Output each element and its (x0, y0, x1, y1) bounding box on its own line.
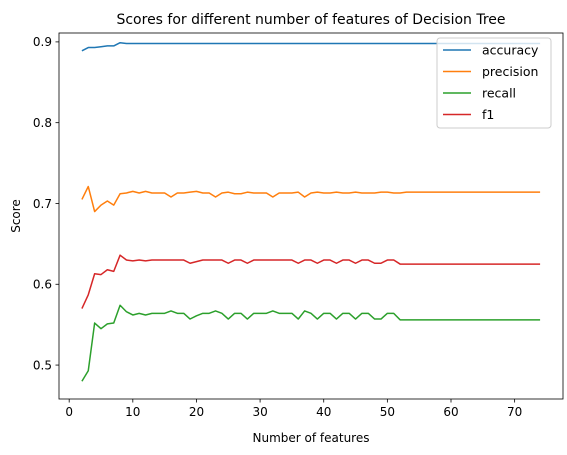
chart-title: Scores for different number of features … (116, 12, 505, 28)
x-tick-label: 20 (189, 405, 204, 419)
series-lines (81, 41, 541, 382)
y-axis: 0.5 0.6 0.7 0.8 0.9 (33, 35, 59, 372)
legend-box (436, 37, 552, 129)
y-axis-title: Score (9, 199, 23, 233)
x-tick-label: 30 (252, 405, 267, 419)
x-tick-label: 10 (125, 405, 140, 419)
x-axis-title: Number of features (253, 431, 370, 445)
series-line-f1 (81, 254, 541, 309)
y-tick-label: 0.5 (33, 358, 52, 372)
x-tick-label: 50 (380, 405, 395, 419)
legend-label-recall: recall (482, 86, 516, 101)
legend: accuracy precision recall f1 (436, 37, 552, 129)
y-tick-label: 0.7 (33, 197, 52, 211)
x-tick-label: 40 (316, 405, 331, 419)
legend-label-accuracy: accuracy (482, 43, 539, 58)
x-tick-label: 60 (443, 405, 458, 419)
y-tick-label: 0.8 (33, 116, 52, 130)
series-line-precision (81, 185, 541, 213)
x-axis: 0 10 20 30 40 50 60 70 (65, 399, 522, 419)
y-tick-label: 0.9 (33, 35, 52, 49)
series-line-recall (81, 304, 541, 382)
x-tick-label: 70 (507, 405, 522, 419)
y-tick-label: 0.6 (33, 278, 52, 292)
legend-label-precision: precision (482, 64, 538, 79)
legend-label-f1: f1 (482, 107, 494, 122)
plot-area (58, 32, 564, 400)
x-tick-label: 0 (65, 405, 73, 419)
